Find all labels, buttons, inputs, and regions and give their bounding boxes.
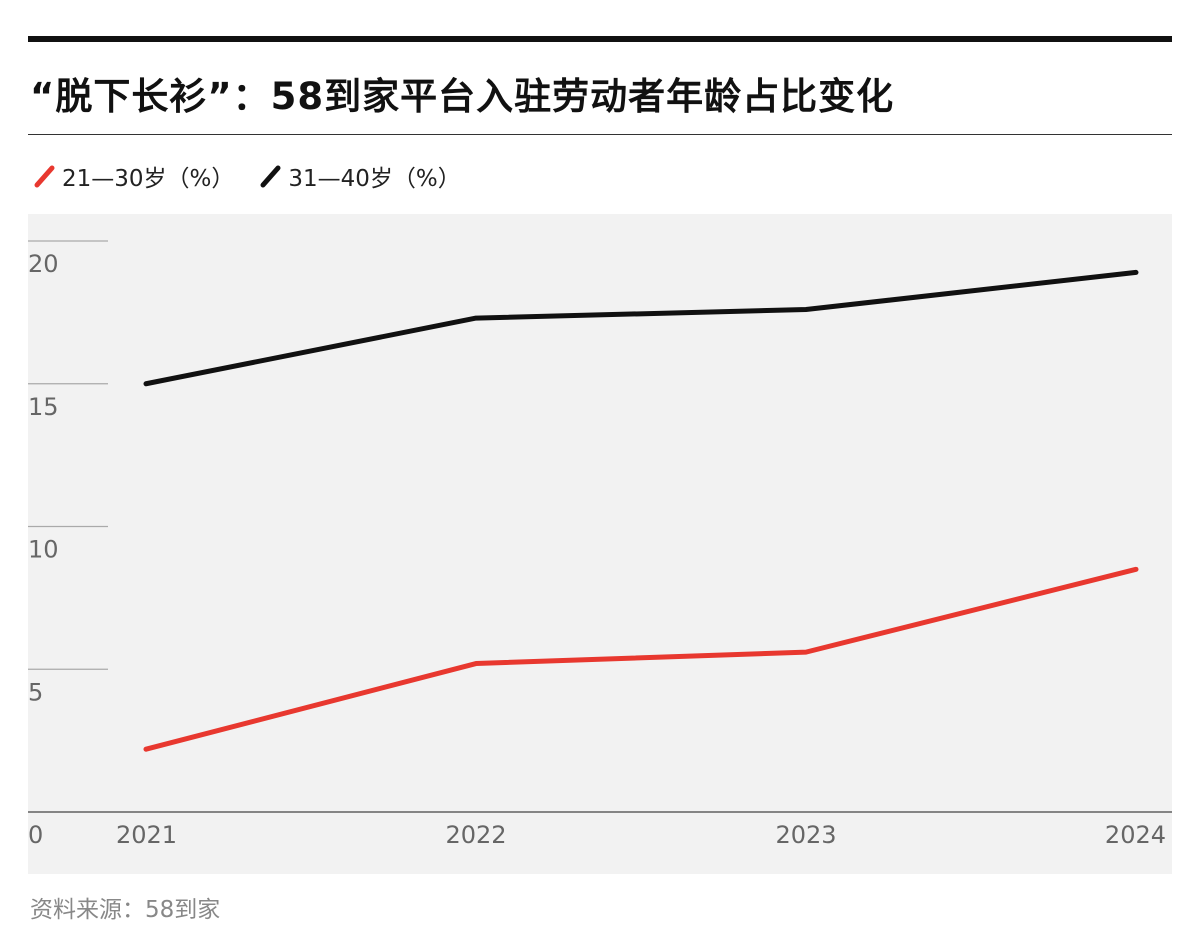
legend-label-21-30: 21—30岁（%）	[62, 166, 235, 192]
y-tick-label-5: 5	[28, 678, 43, 706]
series-line-21-30	[143, 566, 1139, 752]
y-tick-label-20: 20	[28, 250, 59, 278]
source-note: 资料来源：58到家	[30, 897, 221, 923]
chart-title: “脱下长衫”：58到家平台入驻劳动者年龄占比变化	[30, 75, 895, 118]
series-line-31-40	[143, 269, 1139, 387]
y-tick-label-0: 0	[28, 821, 43, 849]
top-rule	[28, 36, 1172, 42]
legend-label-31-40: 31—40岁（%）	[288, 166, 461, 192]
x-tick-label-2021: 2021	[116, 821, 177, 849]
legend-item-21-30: 21—30岁（%）	[32, 159, 234, 193]
y-tick-label-10: 10	[28, 536, 59, 564]
chart-area: 0 5 10 15 20 2021 2022 2023 2024	[28, 214, 1172, 874]
legend-swatch-21-30	[34, 165, 55, 188]
y-tick-label-15: 15	[28, 393, 59, 421]
legend-swatch-31-40-mark	[260, 165, 281, 188]
x-tick-label-2022: 2022	[445, 821, 506, 849]
title-rule	[28, 134, 1172, 135]
legend: 21—30岁（%） 31—40岁（%）	[32, 158, 485, 194]
x-tick-label-2023: 2023	[775, 821, 836, 849]
x-tick-label-2024: 2024	[1105, 821, 1166, 849]
legend-item-31-40: 31—40岁（%）	[258, 159, 461, 193]
legend-swatch-21-30-mark	[34, 165, 55, 188]
line-chart: 0 5 10 15 20 2021 2022 2023 2024	[28, 240, 1172, 849]
legend-swatch-31-40	[260, 165, 281, 188]
